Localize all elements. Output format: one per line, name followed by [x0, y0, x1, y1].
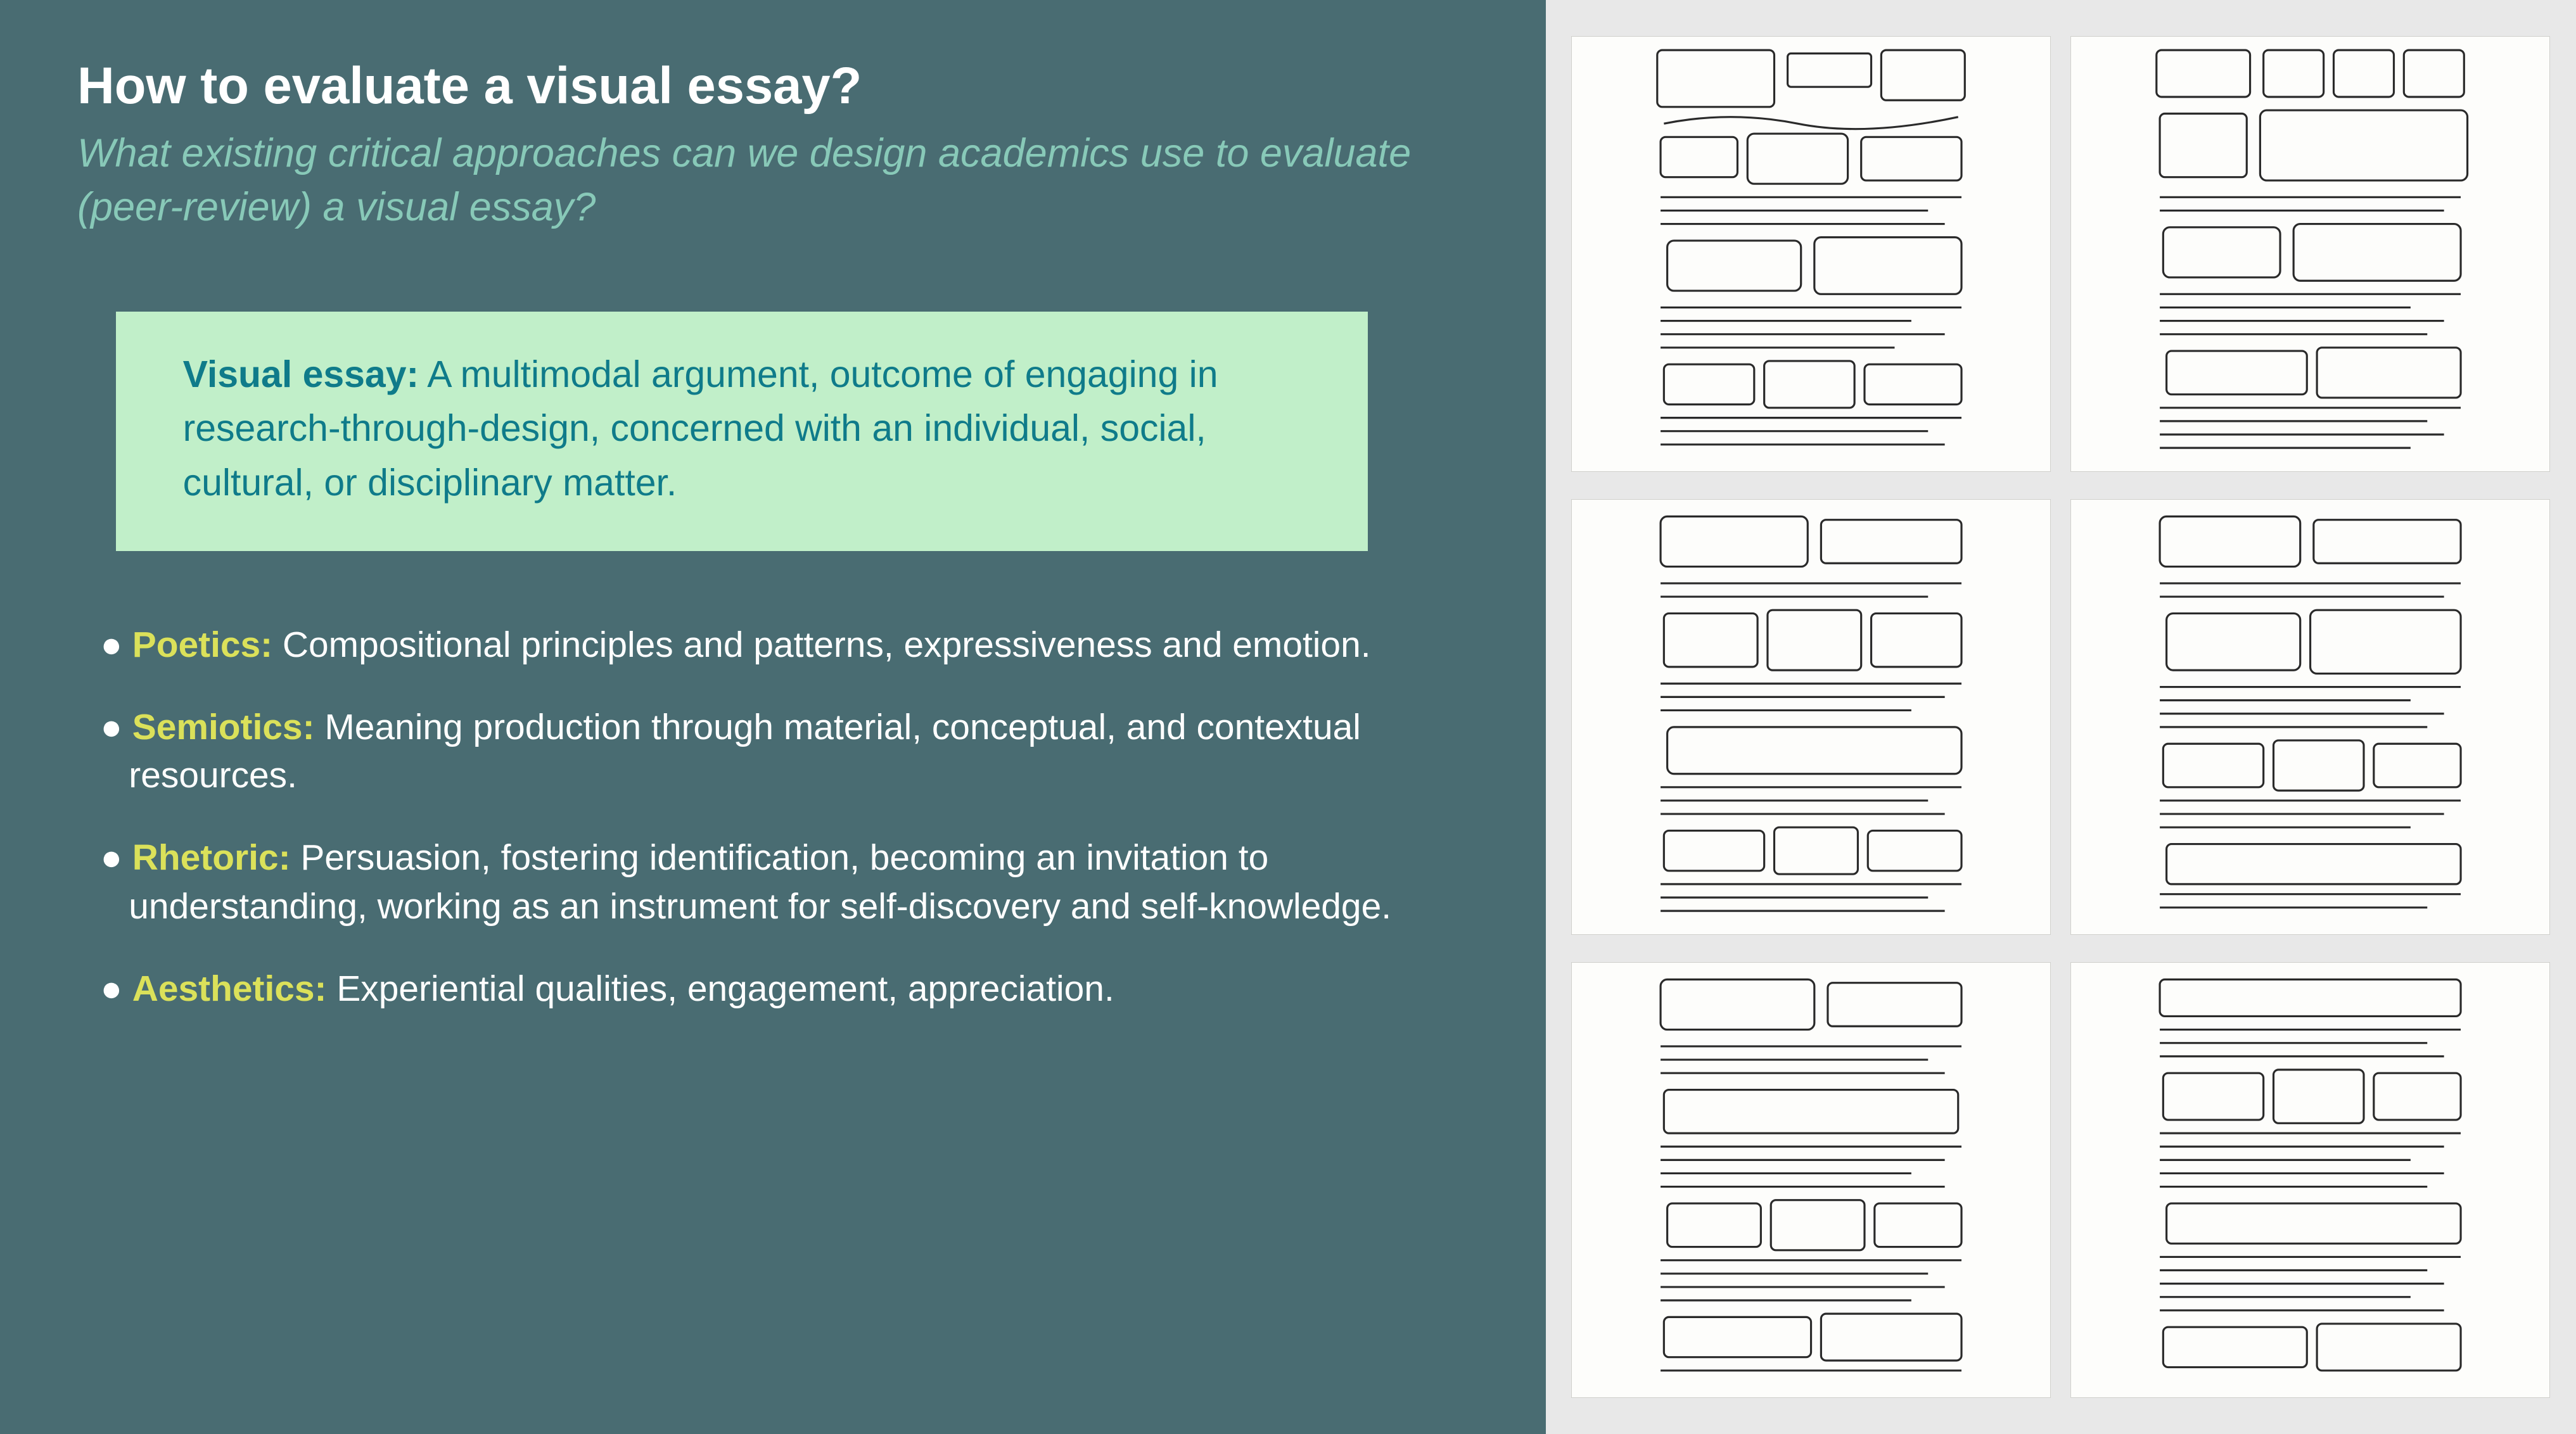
bullet-text: Persuasion, fostering identification, be… [129, 837, 1391, 927]
bullet-list: ● Poetics: Compositional principles and … [101, 621, 1469, 1046]
sketchnote-thumbnail [2070, 962, 2550, 1398]
slide-subtitle: What existing critical approaches can we… [77, 127, 1469, 234]
bullet-item: ● Aesthetics: Experiential qualities, en… [101, 965, 1469, 1013]
sketch-grid [1546, 0, 2576, 1434]
sketchnote-icon [1572, 963, 2050, 1397]
bullet-text: Experiential qualities, engagement, appr… [327, 968, 1114, 1009]
sketchnote-thumbnail [1571, 499, 2051, 935]
sketchnote-icon [2071, 37, 2549, 471]
bullet-term: Aesthetics: [132, 968, 327, 1009]
bullet-dot-icon: ● [101, 837, 122, 878]
definition-box: Visual essay: A multimodal argument, out… [116, 312, 1368, 551]
bullet-term: Poetics: [132, 625, 272, 665]
bullet-term: Semiotics: [132, 707, 315, 747]
slide: How to evaluate a visual essay? What exi… [0, 0, 2576, 1434]
bullet-dot-icon: ● [101, 968, 122, 1009]
sketchnote-thumbnail [1571, 962, 2051, 1398]
bullet-dot-icon: ● [101, 707, 122, 747]
sketchnote-thumbnail [2070, 499, 2550, 935]
bullet-item: ● Semiotics: Meaning production through … [101, 703, 1469, 801]
sketchnote-thumbnail [2070, 36, 2550, 472]
sketchnote-icon [2071, 500, 2549, 934]
definition-label: Visual essay: [183, 354, 419, 395]
bullet-term: Rhetoric: [132, 837, 291, 878]
slide-title: How to evaluate a visual essay? [77, 56, 1469, 116]
sketchnote-icon [2071, 963, 2549, 1397]
sketchnote-icon [1572, 500, 2050, 934]
bullet-dot-icon: ● [101, 625, 122, 665]
bullet-text: Compositional principles and patterns, e… [272, 625, 1370, 665]
sketchnote-icon [1572, 37, 2050, 471]
bullet-item: ● Rhetoric: Persuasion, fostering identi… [101, 834, 1469, 931]
sketchnote-thumbnail [1571, 36, 2051, 472]
bullet-item: ● Poetics: Compositional principles and … [101, 621, 1469, 669]
left-panel: How to evaluate a visual essay? What exi… [0, 0, 1546, 1434]
